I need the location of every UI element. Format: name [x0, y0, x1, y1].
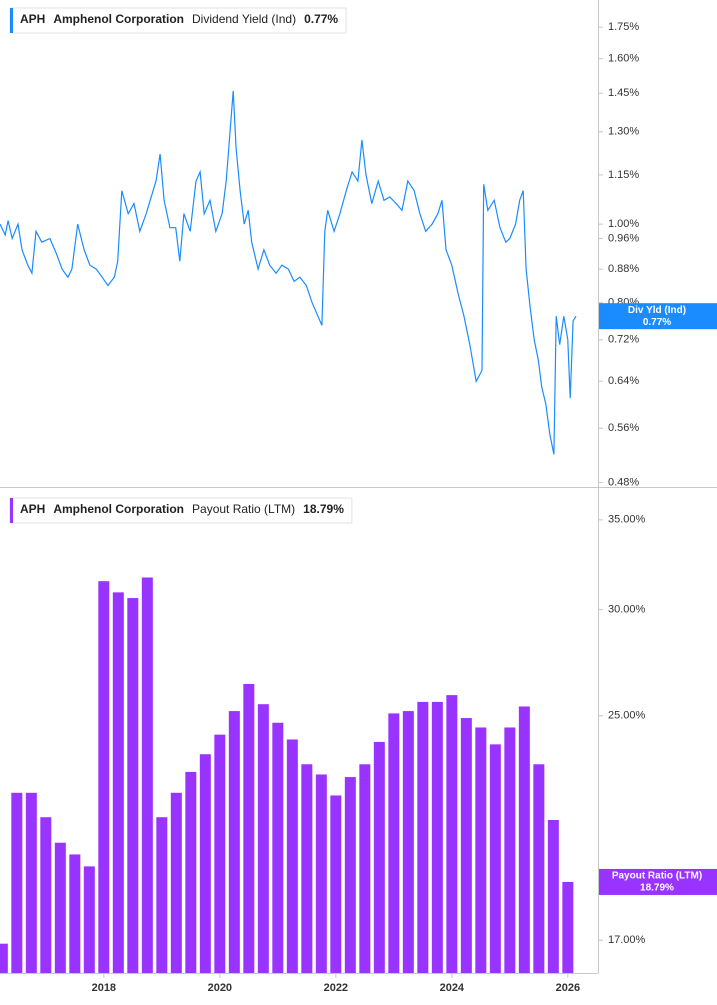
bar: [402, 711, 414, 973]
bar: [112, 592, 124, 973]
y-tick-label: 1.60%: [608, 53, 639, 65]
y-tick-label: 0.48%: [608, 476, 639, 488]
legend-text: Payout Ratio (LTM): [192, 502, 295, 516]
value-badge: [599, 868, 717, 895]
x-tick-label: 2018: [92, 982, 116, 994]
badge-value: 18.79%: [640, 883, 674, 894]
bar: [359, 764, 371, 973]
bar: [98, 581, 110, 973]
bar: [446, 695, 458, 973]
legend-swatch: [10, 8, 13, 33]
legend-text: APH: [20, 12, 45, 26]
y-tick-label: 0.96%: [608, 232, 639, 244]
bar: [460, 718, 472, 973]
bar: [83, 866, 95, 973]
legend-box: [9, 497, 353, 524]
legend-text: 0.77%: [304, 12, 338, 26]
bar: [286, 739, 298, 973]
x-tick-label: 2026: [556, 982, 580, 994]
bar: [475, 727, 487, 973]
bar: [214, 734, 226, 973]
y-tick-label: 17.00%: [608, 934, 646, 946]
bar: [40, 817, 52, 973]
legend-text: Dividend Yield (Ind): [192, 12, 296, 26]
legend: APH Amphenol Corporation Dividend Yield (I…: [9, 7, 347, 34]
bar: [11, 792, 23, 973]
legend-swatch: [10, 498, 13, 523]
bar: [315, 774, 327, 973]
y-tick-label: 0.72%: [608, 334, 639, 346]
bar: [185, 771, 197, 973]
bar: [373, 741, 385, 973]
bar: [547, 820, 559, 973]
bar: [199, 754, 211, 973]
legend: APH Amphenol Corporation Payout Ratio (LTM…: [9, 497, 353, 524]
bar: [0, 943, 8, 973]
y-tick-label: 25.00%: [608, 710, 646, 722]
y-tick-label: 1.45%: [608, 87, 639, 99]
bar: [431, 701, 443, 973]
badge-name: Payout Ratio (LTM): [612, 871, 702, 882]
y-tick-label: 1.00%: [608, 218, 639, 230]
bar: [156, 817, 168, 973]
bar: [54, 842, 66, 973]
badge-value: 0.77%: [643, 317, 671, 328]
bar: [504, 727, 516, 973]
x-tick-label: 2022: [324, 982, 348, 994]
bar: [69, 854, 81, 973]
legend-text: Amphenol Corporation: [53, 502, 184, 516]
bar: [562, 881, 574, 973]
y-tick-label: 0.56%: [608, 422, 639, 434]
badge-name: Div Yld (Ind): [628, 305, 686, 316]
data-line: [0, 90, 577, 455]
bar: [330, 795, 342, 973]
bar: [170, 792, 182, 973]
legend-text: APH: [20, 502, 45, 516]
x-tick-label: 2020: [208, 982, 232, 994]
bar: [257, 704, 269, 973]
bar: [344, 777, 356, 973]
bar: [228, 711, 240, 973]
y-tick-label: 1.30%: [608, 126, 639, 138]
bar: [518, 706, 530, 973]
x-tick-label: 2024: [440, 982, 465, 994]
y-tick-label: 0.64%: [608, 375, 639, 387]
bar: [243, 683, 255, 973]
bar: [533, 764, 545, 973]
bar: [301, 764, 313, 973]
legend-text: 18.79%: [303, 502, 344, 516]
y-tick-label: 1.15%: [608, 169, 639, 181]
bar: [25, 792, 37, 973]
bar: [127, 598, 139, 973]
legend-text: Amphenol Corporation: [53, 12, 184, 26]
bar: [417, 701, 429, 973]
bar: [388, 713, 400, 973]
y-tick-label: 0.88%: [608, 263, 639, 275]
bar: [272, 722, 284, 973]
bar: [141, 577, 153, 973]
value-badge: [599, 303, 717, 330]
legend-box: [9, 7, 347, 34]
y-tick-label: 1.75%: [608, 21, 639, 33]
y-tick-label: 35.00%: [608, 514, 646, 526]
y-tick-label: 30.00%: [608, 603, 646, 615]
bar: [489, 744, 501, 973]
